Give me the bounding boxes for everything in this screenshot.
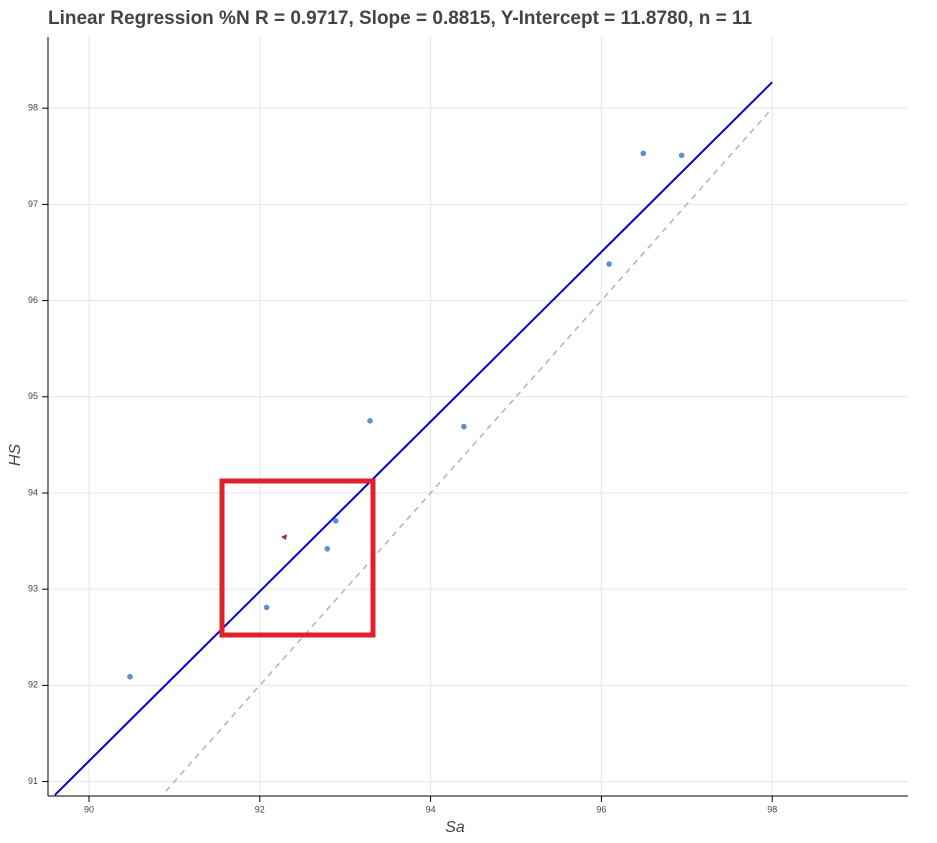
plot-area [54,81,773,796]
grid [48,37,908,796]
y-tick-label: 96 [28,295,38,305]
y-tick-label: 92 [28,680,38,690]
point [333,518,339,524]
reference-line [165,107,773,792]
x-tick-label: 96 [596,804,606,814]
x-tick-label: 90 [84,804,94,814]
ticks: 90 92 94 96 98 91 92 93 94 95 96 97 98 [28,103,777,815]
regression-line [54,81,773,796]
point [367,418,373,424]
point [640,150,647,157]
highlight-box [219,478,376,638]
point [678,152,685,159]
y-tick-label: 97 [28,199,38,209]
chart-title: Linear Regression %N R = 0.9717, Slope =… [48,8,753,29]
y-tick-label: 95 [28,391,38,401]
point [263,604,270,611]
point [606,261,612,267]
x-axis-label: Sa [445,819,465,836]
point [324,545,331,552]
y-axis-label: HS [7,444,24,467]
x-tick-label: 98 [767,804,777,814]
y-tick-label: 98 [28,103,38,113]
x-tick-label: 92 [255,804,265,814]
y-tick-label: 93 [28,584,38,594]
point [461,423,467,430]
cursor-marker [281,534,287,540]
x-tick-label: 94 [426,804,436,814]
y-tick-label: 91 [28,776,38,786]
point [127,673,133,680]
y-tick-label: 94 [28,487,38,497]
